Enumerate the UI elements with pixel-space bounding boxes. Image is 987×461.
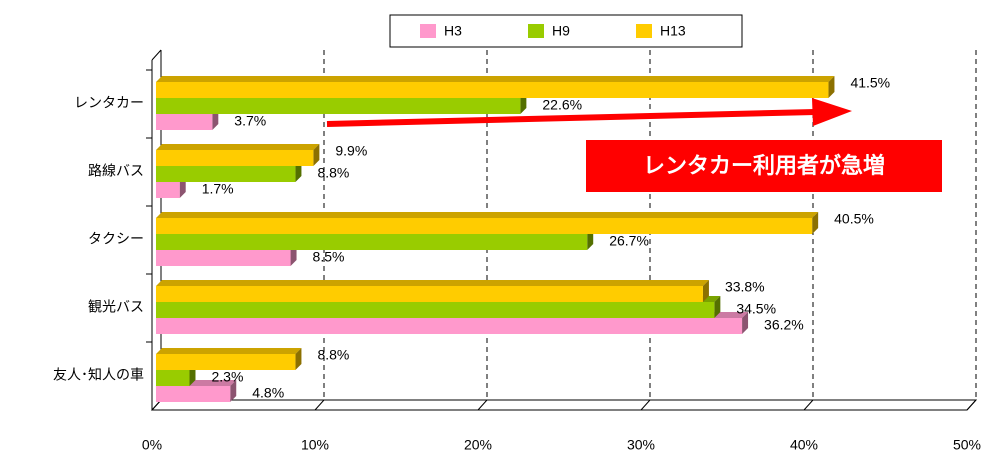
- bar-front: [156, 386, 231, 402]
- y-tick-label: 路線バス: [88, 163, 144, 179]
- value-label: 26.7%: [609, 233, 649, 249]
- x-tick-label: 10%: [301, 437, 329, 453]
- x-tick-label: 20%: [464, 437, 492, 453]
- bar-top: [156, 144, 320, 150]
- bar-side: [702, 280, 709, 302]
- bar-front: [156, 166, 296, 182]
- bar-front: [156, 150, 314, 166]
- y-tick-label: レンタカー: [74, 95, 144, 111]
- bar-side: [828, 76, 835, 98]
- bar: [156, 212, 819, 234]
- legend-label: H9: [552, 23, 570, 39]
- bar-front: [156, 286, 703, 302]
- bar: [156, 280, 709, 302]
- y-tick-label: 観光バス: [88, 299, 144, 315]
- value-label: 34.5%: [736, 301, 776, 317]
- bar-front: [156, 234, 588, 250]
- bar-front: [156, 114, 213, 130]
- value-label: 41.5%: [850, 75, 890, 91]
- legend-box: [389, 14, 743, 48]
- bar-front: [156, 250, 291, 266]
- bar-top: [156, 212, 819, 218]
- tick-mark: [314, 399, 325, 411]
- value-label: 8.8%: [317, 347, 349, 363]
- bar-side: [742, 312, 749, 334]
- bar: [156, 348, 302, 370]
- x-tick-label: 0%: [142, 437, 162, 453]
- bar-front: [156, 318, 743, 334]
- legend: H3 H9 H13: [389, 14, 743, 48]
- left-wall: [151, 49, 162, 61]
- bar-front: [156, 218, 813, 234]
- bar: [156, 76, 835, 98]
- value-label: 8.5%: [313, 249, 345, 265]
- x-tick-label: 40%: [790, 437, 818, 453]
- y-tick-label: 友人･知人の車: [53, 367, 144, 383]
- bar-top: [156, 76, 835, 82]
- tick-mark: [803, 399, 814, 411]
- bar-front: [156, 182, 180, 198]
- bar-front: [156, 370, 190, 386]
- annotation: レンタカー利用者が急増: [643, 153, 885, 178]
- floor: [150, 399, 978, 411]
- value-label: 40.5%: [834, 211, 874, 227]
- arrow: [326, 98, 852, 127]
- value-label: 4.8%: [252, 385, 284, 401]
- annotation-box: [586, 140, 942, 192]
- value-label: 8.8%: [317, 165, 349, 181]
- value-label: 9.9%: [335, 143, 367, 159]
- tick-mark: [477, 399, 488, 411]
- bar-front: [156, 82, 829, 98]
- x-tick-label: 30%: [627, 437, 655, 453]
- tick-mark: [640, 399, 651, 411]
- value-label: 3.7%: [234, 113, 266, 129]
- y-tick-label: タクシー: [88, 231, 144, 247]
- bar-front: [156, 98, 521, 114]
- bar: [156, 144, 320, 166]
- value-label: 22.6%: [542, 97, 582, 113]
- value-label: 33.8%: [725, 279, 765, 295]
- bar-top: [156, 280, 709, 286]
- bar-side: [714, 296, 721, 318]
- legend-swatch: [528, 24, 544, 38]
- bar-side: [230, 380, 237, 402]
- arrow-head: [812, 98, 852, 126]
- value-label: 1.7%: [202, 181, 234, 197]
- bar-side: [295, 348, 302, 370]
- value-label: 2.3%: [211, 369, 243, 385]
- bar-side: [812, 212, 819, 234]
- legend-label: H13: [660, 23, 686, 39]
- tick-mark: [966, 399, 977, 411]
- legend-label: H3: [444, 23, 462, 39]
- value-label: 36.2%: [764, 317, 804, 333]
- bar-front: [156, 354, 296, 370]
- bar-top: [156, 348, 302, 354]
- x-tick-label: 50%: [953, 437, 981, 453]
- bar-side: [313, 144, 320, 166]
- arrow-shaft: [326, 109, 816, 127]
- legend-swatch: [636, 24, 652, 38]
- bar-front: [156, 302, 715, 318]
- legend-swatch: [420, 24, 436, 38]
